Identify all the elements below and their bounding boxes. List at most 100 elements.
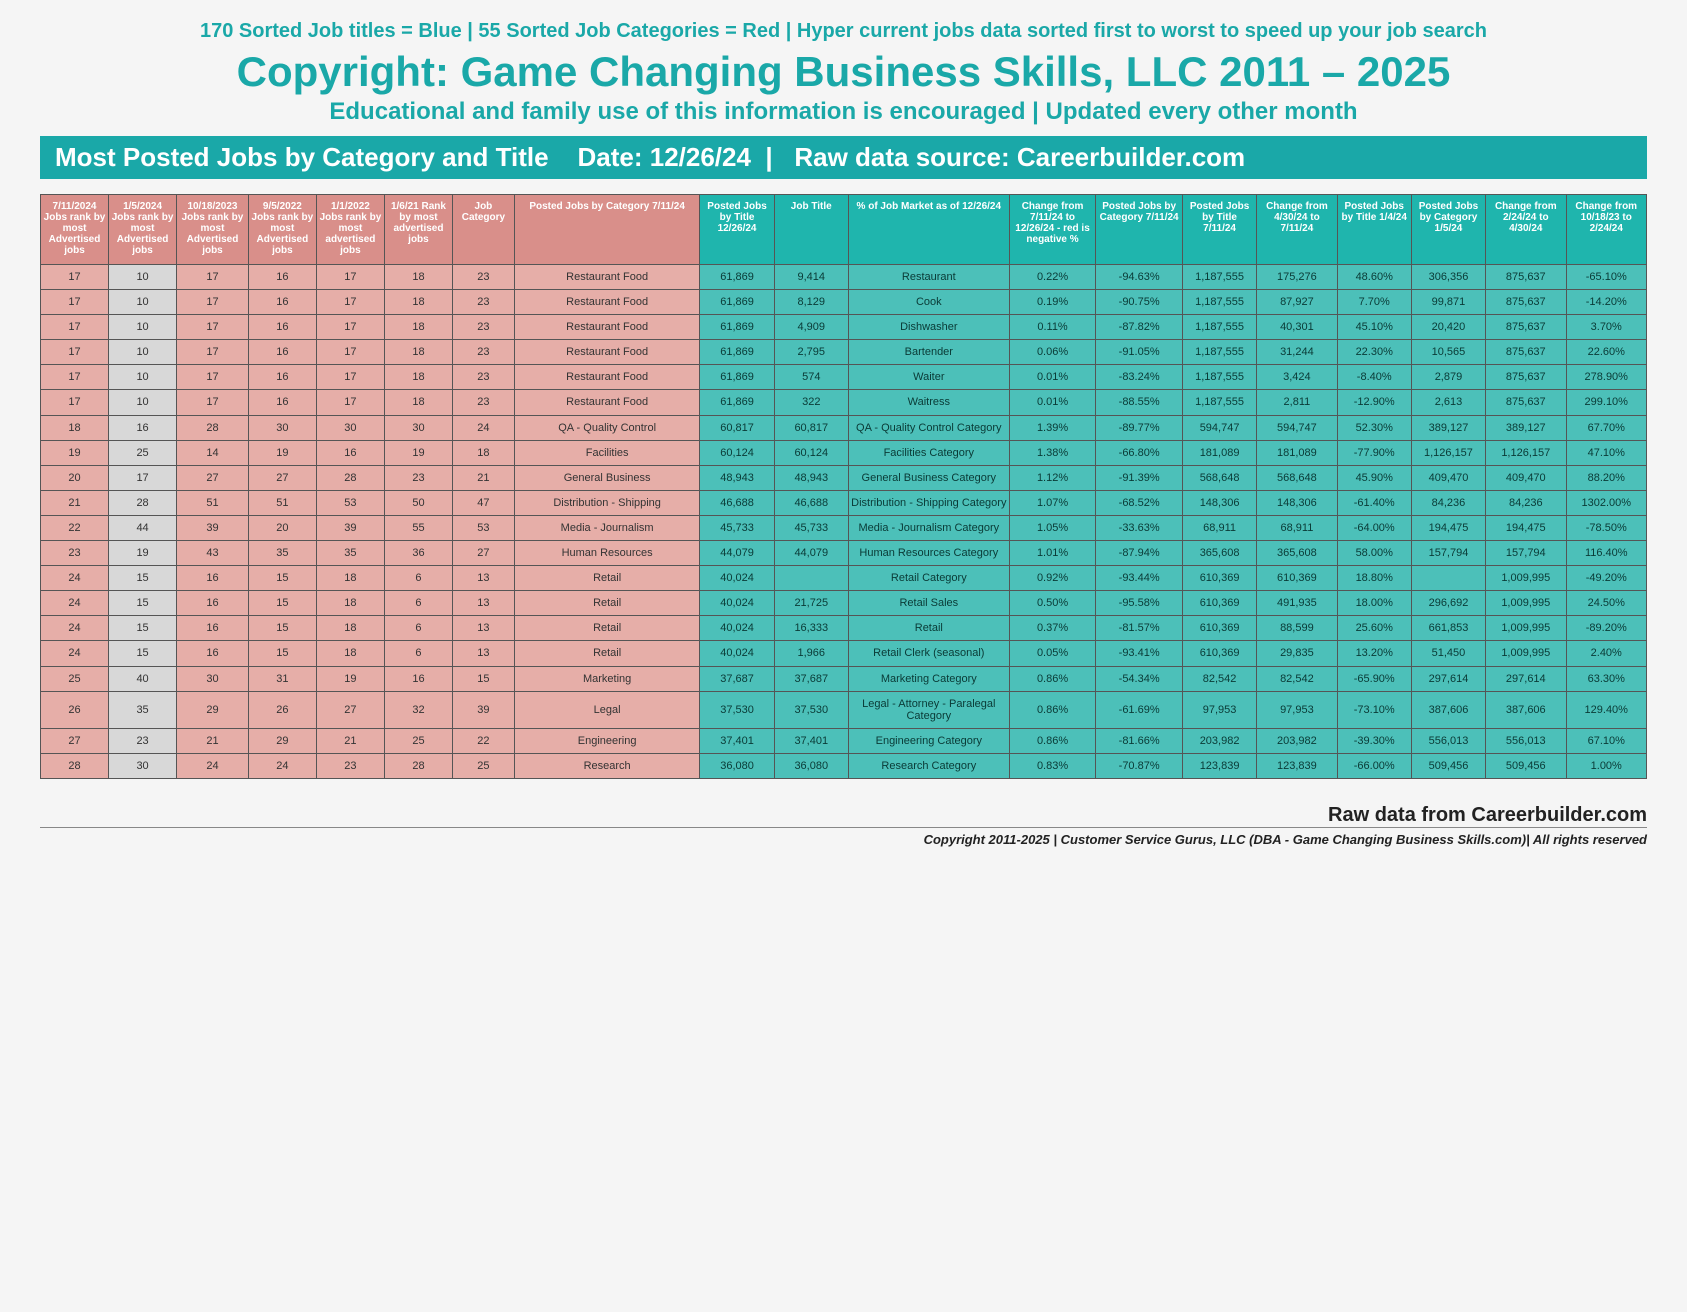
table-cell: 296,692	[1411, 591, 1485, 616]
table-cell: 88,599	[1257, 616, 1337, 641]
table-cell: 0.19%	[1009, 290, 1096, 315]
table-cell: 181,089	[1257, 440, 1337, 465]
table-cell: 28	[316, 465, 384, 490]
table-cell: 297,614	[1486, 666, 1566, 691]
table-cell: 18	[316, 566, 384, 591]
table-cell: -83.24%	[1096, 365, 1183, 390]
table-cell: Retail Category	[848, 566, 1009, 591]
table-cell: 157,794	[1411, 541, 1485, 566]
table-cell: 16	[248, 290, 316, 315]
table-cell: 1,126,157	[1411, 440, 1485, 465]
table-cell: -39.30%	[1337, 728, 1411, 753]
table-cell: 24	[177, 753, 249, 778]
table-cell: 17	[109, 465, 177, 490]
table-cell: 1.00%	[1566, 753, 1647, 778]
table-cell: -78.50%	[1566, 515, 1647, 540]
table-cell: 27	[177, 465, 249, 490]
col-header: 1/6/21 Rank by most advertised jobs	[384, 195, 452, 265]
table-cell: 17	[41, 390, 109, 415]
table-cell: 409,470	[1486, 465, 1566, 490]
table-cell: Restaurant Food	[514, 390, 700, 415]
table-cell: 68,911	[1182, 515, 1256, 540]
table-cell: 30	[248, 415, 316, 440]
table-row: 22443920395553Media - Journalism45,73345…	[41, 515, 1647, 540]
table-cell: 17	[41, 315, 109, 340]
table-row: 18162830303024QA - Quality Control60,817…	[41, 415, 1647, 440]
table-cell: Legal	[514, 691, 700, 728]
col-header: Change from 7/11/24 to 12/26/24 - red is…	[1009, 195, 1096, 265]
table-cell: 15	[109, 616, 177, 641]
table-cell: -81.66%	[1096, 728, 1183, 753]
table-cell: 23	[41, 541, 109, 566]
table-cell: 47.10%	[1566, 440, 1647, 465]
table-cell: 51	[177, 490, 249, 515]
table-cell: -77.90%	[1337, 440, 1411, 465]
table-cell: 10	[109, 390, 177, 415]
table-row: 17101716171823Restaurant Food61,8694,909…	[41, 315, 1647, 340]
table-cell: 17	[177, 390, 249, 415]
col-header: Posted Jobs by Category 1/5/24	[1411, 195, 1485, 265]
table-cell: 16	[109, 415, 177, 440]
table-cell: 30	[177, 666, 249, 691]
table-cell: 28	[41, 753, 109, 778]
table-cell: 4,909	[774, 315, 848, 340]
table-cell: 28	[177, 415, 249, 440]
table-row: 2415161518613Retail40,024Retail Category…	[41, 566, 1647, 591]
table-cell: 17	[316, 315, 384, 340]
table-cell: 23	[109, 728, 177, 753]
table-cell: -49.20%	[1566, 566, 1647, 591]
table-cell: 55	[384, 515, 452, 540]
table-cell: 39	[177, 515, 249, 540]
table-cell: 26	[41, 691, 109, 728]
table-cell: -54.34%	[1096, 666, 1183, 691]
table-cell: 16	[248, 265, 316, 290]
col-header: 1/1/2022 Jobs rank by most advertised jo…	[316, 195, 384, 265]
table-cell: 30	[384, 415, 452, 440]
table-cell: 45,733	[700, 515, 774, 540]
table-cell: -65.10%	[1566, 265, 1647, 290]
table-cell: 60,817	[700, 415, 774, 440]
table-cell: 30	[316, 415, 384, 440]
table-cell: 0.86%	[1009, 728, 1096, 753]
table-cell: 0.50%	[1009, 591, 1096, 616]
table-cell: 1,966	[774, 641, 848, 666]
table-cell: Retail	[848, 616, 1009, 641]
table-cell: -12.90%	[1337, 390, 1411, 415]
table-cell: 48,943	[700, 465, 774, 490]
table-cell: 21,725	[774, 591, 848, 616]
table-cell: 16	[177, 591, 249, 616]
table-cell: 67.10%	[1566, 728, 1647, 753]
table-cell: 0.01%	[1009, 390, 1096, 415]
table-cell: 610,369	[1182, 641, 1256, 666]
table-cell: 389,127	[1486, 415, 1566, 440]
table-cell: 61,869	[700, 390, 774, 415]
table-cell: 44	[109, 515, 177, 540]
table-cell: 84,236	[1486, 490, 1566, 515]
table-cell: 46,688	[774, 490, 848, 515]
table-cell: 365,608	[1182, 541, 1256, 566]
table-cell: 1,187,555	[1182, 340, 1256, 365]
table-cell: 1,187,555	[1182, 365, 1256, 390]
table-cell: 365,608	[1257, 541, 1337, 566]
table-cell: -66.00%	[1337, 753, 1411, 778]
table-cell: 0.37%	[1009, 616, 1096, 641]
table-cell: 45.90%	[1337, 465, 1411, 490]
table-cell: 568,648	[1182, 465, 1256, 490]
table-cell: 10	[109, 365, 177, 390]
table-cell: 22	[452, 728, 514, 753]
table-cell: 18	[384, 365, 452, 390]
col-header: Posted Jobs by Category 7/11/24	[1096, 195, 1183, 265]
table-cell: 15	[452, 666, 514, 691]
table-cell: 24	[248, 753, 316, 778]
table-cell: 322	[774, 390, 848, 415]
table-cell: 1,009,995	[1486, 591, 1566, 616]
header-block: 170 Sorted Job titles = Blue | 55 Sorted…	[40, 20, 1647, 126]
table-cell: 40,024	[700, 616, 774, 641]
table-cell: 1.39%	[1009, 415, 1096, 440]
table-cell: Retail	[514, 616, 700, 641]
table-cell: 556,013	[1486, 728, 1566, 753]
table-cell: Marketing	[514, 666, 700, 691]
table-cell: 0.92%	[1009, 566, 1096, 591]
table-cell: Restaurant Food	[514, 290, 700, 315]
col-header: Job Category	[452, 195, 514, 265]
